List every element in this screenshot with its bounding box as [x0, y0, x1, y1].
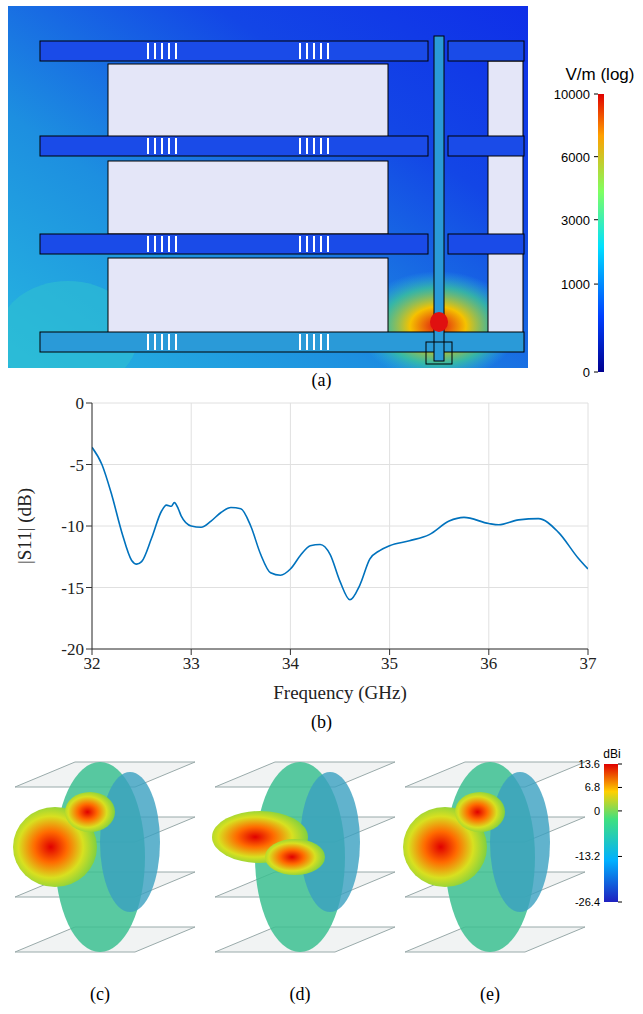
svg-text:(e): (e): [480, 984, 500, 1005]
svg-text:0: 0: [583, 365, 590, 380]
svg-text:10000: 10000: [554, 87, 590, 102]
svg-text:6000: 6000: [561, 150, 590, 165]
svg-text:0: 0: [76, 395, 85, 413]
svg-text:-5: -5: [70, 456, 84, 475]
svg-text:(d): (d): [290, 984, 311, 1005]
svg-text:-26.4: -26.4: [575, 896, 600, 908]
svg-text:(c): (c): [90, 984, 110, 1005]
svg-text:32: 32: [84, 654, 101, 673]
svg-text:-10: -10: [61, 517, 84, 536]
svg-text:37: 37: [580, 654, 598, 673]
svg-text:1000: 1000: [561, 277, 590, 292]
svg-text:35: 35: [381, 654, 398, 673]
svg-text:0: 0: [594, 805, 600, 817]
svg-text:34: 34: [282, 654, 300, 673]
svg-text:6.8: 6.8: [585, 781, 600, 793]
svg-text:-20: -20: [61, 640, 84, 659]
html-text:(a): (a): [311, 370, 332, 390]
svg-text:13.6: 13.6: [579, 758, 600, 770]
svg-text:36: 36: [480, 654, 497, 673]
svg-text:V/m (log): V/m (log): [566, 65, 635, 84]
svg-text:33: 33: [183, 654, 200, 673]
svg-text:-15: -15: [61, 579, 84, 598]
svg-text:dBi: dBi: [603, 747, 620, 761]
svg-text:-13.2: -13.2: [575, 850, 600, 862]
svg-text:3000: 3000: [561, 213, 590, 228]
svg-text:Frequency (GHz): Frequency (GHz): [273, 682, 406, 704]
html-text:(b): (b): [311, 712, 332, 732]
svg-text:|S11| (dB): |S11| (dB): [14, 488, 36, 564]
